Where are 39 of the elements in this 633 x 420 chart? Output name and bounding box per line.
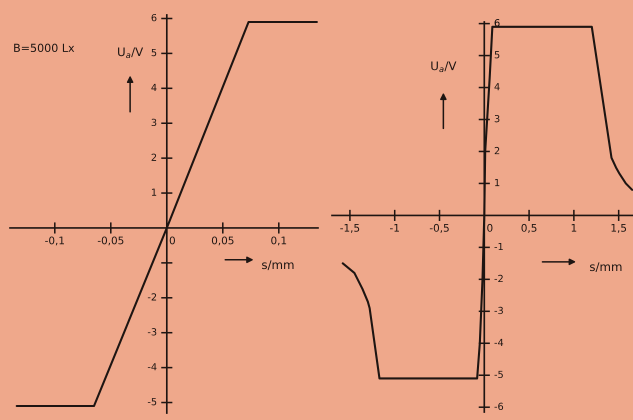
y-tick-label: -4: [148, 363, 157, 370]
y-tick-label: -4: [494, 338, 504, 346]
y-axis-title: U$_{a}$/V: [431, 61, 456, 72]
y-tick-label: -5: [494, 370, 503, 378]
x-axis-title: s/mm: [590, 262, 622, 272]
y-tick-label: 2: [494, 146, 500, 154]
y-tick-label: 3: [494, 114, 500, 122]
y-tick-label: 4: [494, 83, 500, 90]
y-tick-label: -1: [494, 242, 503, 250]
x-tick-label: 1: [572, 224, 576, 232]
x-tick-label: -0,5: [430, 224, 449, 233]
x-tick-label: 0,5: [521, 224, 536, 233]
y-axis-title: U$_{a}$/V: [118, 47, 144, 58]
y-tick-label: -2: [148, 293, 156, 300]
x-tick-label: -1,5: [340, 224, 360, 233]
y-tick-label: 2: [152, 154, 156, 161]
x-tick-label: -0,05: [98, 236, 124, 246]
annotation: B=5000 Lx: [14, 44, 74, 52]
y-tick-label: 5: [494, 51, 500, 58]
x-tick-label: -0,1: [45, 236, 64, 246]
x-tick-label: 0: [487, 224, 492, 232]
y-tick-label: 4: [151, 84, 157, 91]
y-tick-label: 6: [494, 19, 500, 26]
y-tick-label: 1: [495, 179, 500, 186]
y-tick-label: -3: [148, 328, 156, 336]
y-tick-label: 1: [152, 188, 156, 196]
x-tick-label: 1,5: [612, 224, 626, 233]
y-tick-label: 5: [152, 49, 156, 56]
y-tick-label: 3: [152, 118, 156, 126]
y-tick-label: 6: [152, 14, 156, 22]
x-tick-label: 0,05: [212, 236, 234, 246]
y-tick-label: -5: [148, 398, 156, 406]
x-tick-label: -1: [390, 224, 399, 232]
x-tick-label: 0: [170, 236, 175, 244]
y-tick-label: -6: [494, 402, 504, 410]
y-tick-label: -3: [494, 306, 503, 314]
x-tick-label: 0,1: [271, 236, 286, 246]
x-axis-title: s/mm: [262, 260, 294, 270]
y-tick-label: -2: [494, 274, 503, 282]
